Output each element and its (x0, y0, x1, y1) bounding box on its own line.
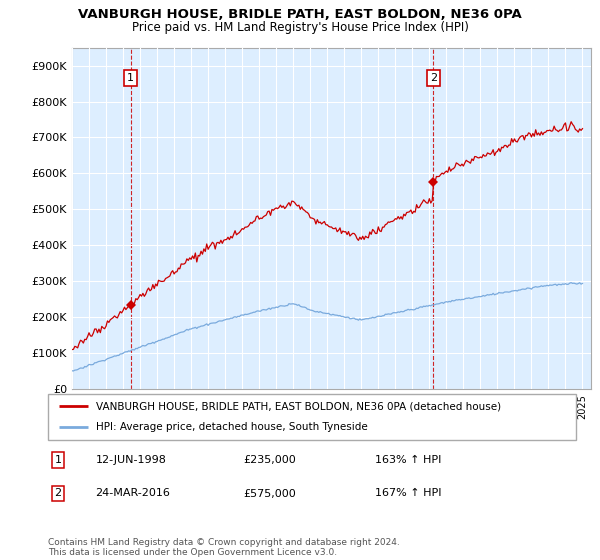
Text: HPI: Average price, detached house, South Tyneside: HPI: Average price, detached house, Sout… (95, 422, 367, 432)
Text: VANBURGH HOUSE, BRIDLE PATH, EAST BOLDON, NE36 0PA: VANBURGH HOUSE, BRIDLE PATH, EAST BOLDON… (78, 8, 522, 21)
Text: 163% ↑ HPI: 163% ↑ HPI (376, 455, 442, 465)
Text: 1: 1 (127, 73, 134, 83)
Text: 2: 2 (430, 73, 437, 83)
Text: 12-JUN-1998: 12-JUN-1998 (95, 455, 166, 465)
Text: 24-MAR-2016: 24-MAR-2016 (95, 488, 170, 498)
Text: £575,000: £575,000 (244, 488, 296, 498)
Text: 167% ↑ HPI: 167% ↑ HPI (376, 488, 442, 498)
Text: £235,000: £235,000 (244, 455, 296, 465)
Text: 1: 1 (55, 455, 61, 465)
Text: 2: 2 (55, 488, 61, 498)
FancyBboxPatch shape (48, 394, 576, 440)
Text: Contains HM Land Registry data © Crown copyright and database right 2024.
This d: Contains HM Land Registry data © Crown c… (48, 538, 400, 557)
Text: VANBURGH HOUSE, BRIDLE PATH, EAST BOLDON, NE36 0PA (detached house): VANBURGH HOUSE, BRIDLE PATH, EAST BOLDON… (95, 401, 500, 411)
Text: Price paid vs. HM Land Registry's House Price Index (HPI): Price paid vs. HM Land Registry's House … (131, 21, 469, 34)
